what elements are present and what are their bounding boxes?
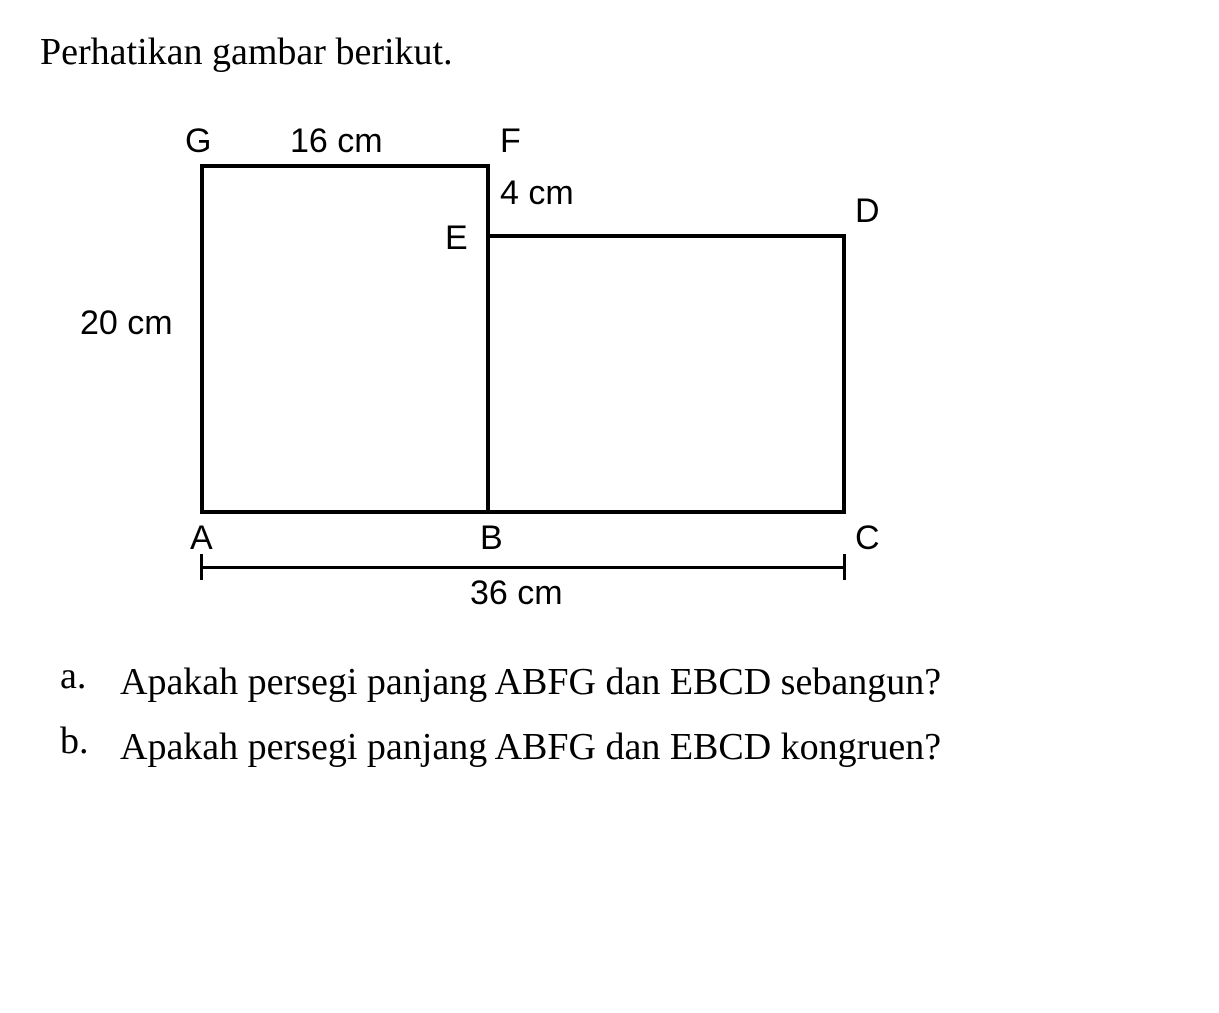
rect-abfg [200, 164, 490, 514]
point-f-label: F [500, 122, 521, 161]
dim-tick-left [200, 554, 203, 580]
point-c-label: C [855, 519, 880, 558]
dim-ac-label: 36 cm [470, 574, 563, 613]
question-a-label: a. [40, 654, 120, 698]
point-e-label: E [445, 219, 468, 258]
point-a-label: A [190, 519, 213, 558]
questions-list: a. Apakah persegi panjang ABFG dan EBCD … [40, 654, 1179, 776]
dim-fe-label: 4 cm [500, 174, 574, 213]
rect-ebcd [486, 234, 846, 514]
point-b-label: B [480, 519, 503, 558]
dim-tick-right [843, 554, 846, 580]
question-a: a. Apakah persegi panjang ABFG dan EBCD … [40, 654, 1179, 711]
question-b-text: Apakah persegi panjang ABFG dan EBCD kon… [120, 719, 941, 776]
point-d-label: D [855, 192, 880, 231]
question-b-label: b. [40, 719, 120, 763]
geometry-diagram: G F E D A B C 16 cm 4 cm 20 cm 36 cm [100, 104, 1000, 624]
question-b: b. Apakah persegi panjang ABFG dan EBCD … [40, 719, 1179, 776]
dim-line-ac [200, 566, 846, 569]
dim-gf-label: 16 cm [290, 122, 383, 161]
dim-ga-label: 20 cm [80, 304, 173, 343]
intro-text: Perhatikan gambar berikut. [40, 30, 1179, 74]
point-g-label: G [185, 122, 211, 161]
question-a-text: Apakah persegi panjang ABFG dan EBCD seb… [120, 654, 941, 711]
